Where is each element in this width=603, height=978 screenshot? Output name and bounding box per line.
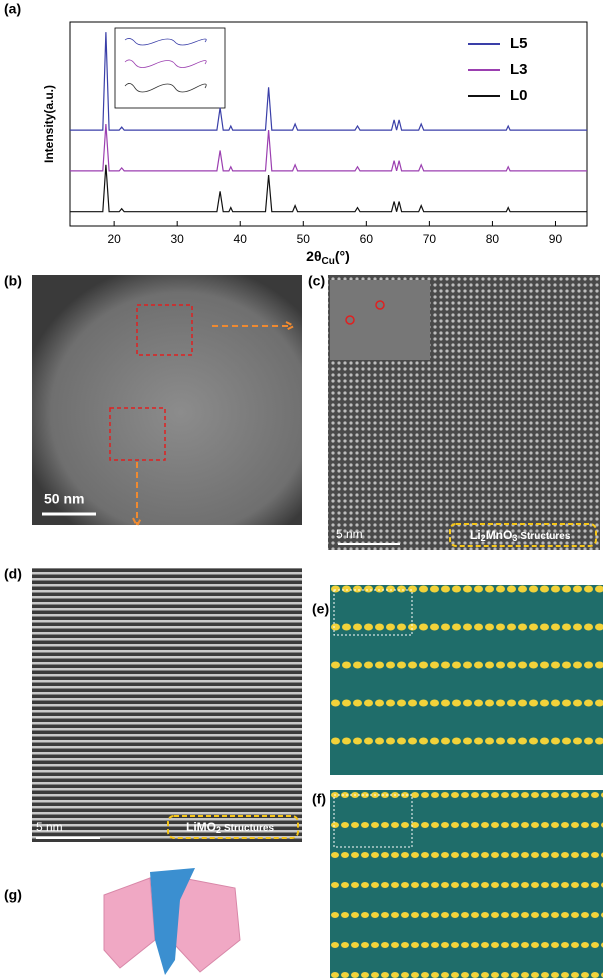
legend-label: L0 xyxy=(510,87,528,104)
scale-text: 5 nm xyxy=(336,527,363,541)
fft-spot xyxy=(375,300,385,310)
x-axis-label-sub: Cu xyxy=(322,256,335,267)
panel-label: (b) xyxy=(4,273,22,289)
x-tick-label: 40 xyxy=(234,232,248,246)
t: Li xyxy=(470,528,481,542)
panel-label: (g) xyxy=(4,887,22,903)
x-tick-label: 70 xyxy=(423,232,437,246)
x-tick-label: 20 xyxy=(107,232,121,246)
x-tick-label: 80 xyxy=(486,232,500,246)
particle-model xyxy=(103,868,241,975)
structure-box xyxy=(449,523,597,547)
panel-label: (c) xyxy=(308,273,325,289)
structure-box xyxy=(167,815,299,839)
t: Structures xyxy=(520,531,570,542)
t: 3 xyxy=(512,533,517,543)
x-axis-label: 2θCu(°) xyxy=(306,248,350,267)
panel-label: (e) xyxy=(312,601,329,617)
panel-label: (a) xyxy=(4,1,21,17)
haadf-image xyxy=(330,790,603,978)
inset xyxy=(114,27,226,109)
arrow xyxy=(212,321,297,331)
scale-text: 50 nm xyxy=(44,491,84,507)
region-box xyxy=(109,407,166,461)
haadf-image xyxy=(330,585,603,775)
scale-text: 5 nm xyxy=(36,820,63,834)
arrow xyxy=(132,462,142,529)
x-axis-label-main: 2θ xyxy=(306,248,321,264)
panel-label: (f) xyxy=(312,791,326,807)
series-line xyxy=(70,123,587,172)
plot-frame xyxy=(69,21,588,227)
legend-label: L3 xyxy=(510,61,528,78)
series-line xyxy=(70,164,587,213)
structure-label: Li2MnO3 Structures xyxy=(470,528,571,543)
fft-spot xyxy=(345,315,355,325)
t: 2 xyxy=(481,533,486,543)
xrd-chart: (a) Intensity(a.u.) 2θCu(°) 20 30 40 50 60 70… xyxy=(4,1,588,267)
model-inset xyxy=(333,589,413,636)
x-axis-label-unit: (°) xyxy=(335,248,350,264)
x-tick-label: 50 xyxy=(297,232,311,246)
region-box xyxy=(136,304,193,356)
x-tick-label: 60 xyxy=(360,232,374,246)
hrtem-image xyxy=(32,568,302,842)
tem-image xyxy=(32,275,302,525)
panel-label: (d) xyxy=(4,566,22,582)
t: MnO xyxy=(486,528,513,542)
model-inset xyxy=(333,794,413,848)
fft-inset xyxy=(330,280,430,360)
t: LiMO xyxy=(186,820,216,834)
t: 2 xyxy=(216,825,221,835)
y-axis-label: Intensity(a.u.) xyxy=(42,85,56,163)
t: Structures xyxy=(224,823,274,834)
x-tick-label: 90 xyxy=(549,232,563,246)
legend-label: L5 xyxy=(510,35,528,52)
x-tick-label: 30 xyxy=(171,232,185,246)
series-line xyxy=(70,32,587,131)
structure-label: LiMO2 Structures xyxy=(186,820,274,835)
